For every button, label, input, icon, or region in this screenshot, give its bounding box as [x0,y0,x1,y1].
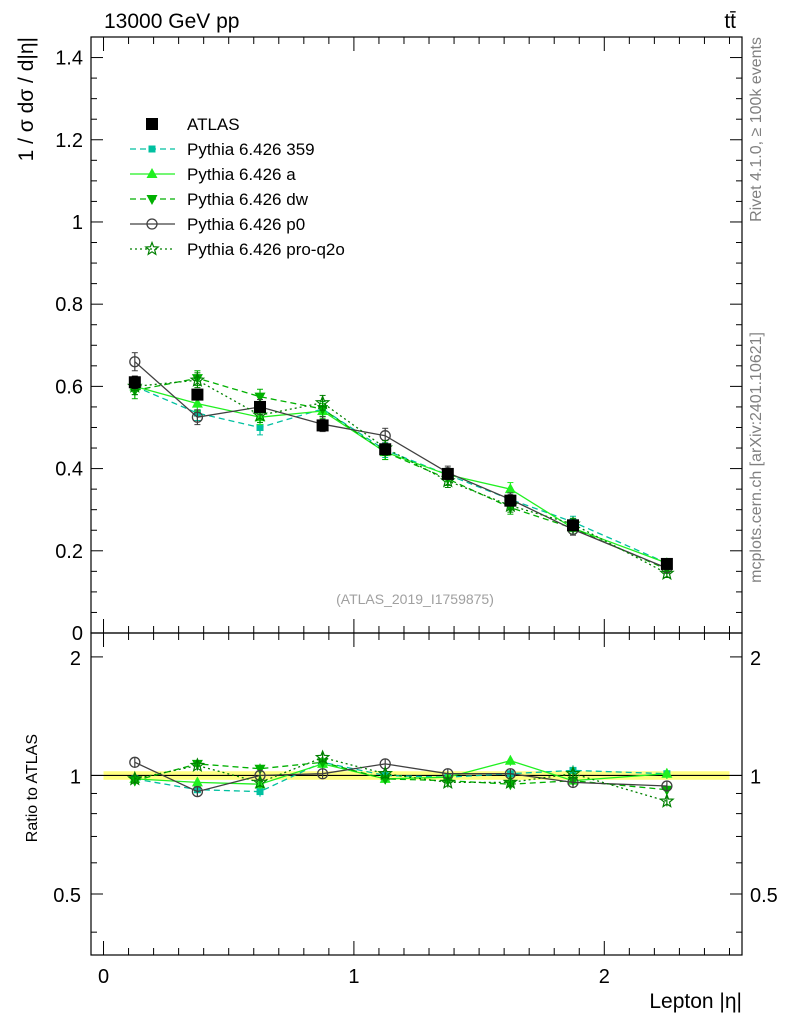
series-pyp0 [129,352,673,574]
ratio-point-pydw [379,774,391,785]
legend-marker-pyp0 [146,218,158,230]
data-point-atlas [379,443,392,456]
data-point-pya [191,397,203,408]
x-tick-label: 0 [98,966,109,988]
legend-entry-pya: Pythia 6.426 a [130,165,296,184]
ratio-y-tick-label-right: 0.5 [750,885,778,907]
series-line-py359 [134,385,668,564]
y-tick-label: 0 [72,623,83,645]
legend-entry-pydw: Pythia 6.426 dw [130,190,309,209]
legend-marker-py359 [148,145,156,153]
process-label: tt̄ [724,10,736,33]
data-point-pyp0 [129,356,141,368]
data-point-atlas [660,557,673,570]
x-tick-label: 1 [348,966,359,988]
series-line-pydw [134,377,668,570]
ratio-point-pyq2o [189,757,206,773]
ratio-point-pydw [254,764,266,775]
legend-label-pydw: Pythia 6.426 dw [187,190,309,209]
ratio-frame [90,632,743,956]
data-point-atlas [316,419,329,432]
legend-entry-pyq2o: Pythia 6.426 pro-q2o [130,240,345,259]
data-point-pydw [254,392,266,403]
series-pya [129,377,673,568]
data-point-pyp0 [191,411,204,423]
ratio-series-pyp0 [129,756,673,798]
main-y-axis-label: 1 / σ dσ / d|η| [15,37,38,161]
ratio-y-tick-label: 1 [70,766,81,788]
series-pyq2o [126,372,675,581]
energy-label: 13000 GeV pp [104,10,239,33]
legend-label-pya: Pythia 6.426 a [187,165,296,184]
data-point-pyq2o [314,394,331,410]
legend-label-pyp0: Pythia 6.426 p0 [187,215,305,234]
legend-entry-atlas: ATLAS [146,115,240,134]
ratio-point-pyq2o [252,774,268,790]
series-pydw [129,370,673,576]
legend-entry-py359: Pythia 6.426 359 [130,140,315,159]
data-point-pyq2o [659,565,675,581]
data-point-atlas [441,467,454,480]
ratio-y-tick-label-right: 1 [750,766,761,788]
ratio-point-pyp0 [191,785,204,798]
ratio-y-tick-label-right: 2 [750,648,761,670]
data-point-py359 [256,423,264,431]
main-panel: 0 0.2 0.4 0.6 0.8 1 1.2 1.4 (ATLAS_2019_I175987… [15,36,743,645]
ratio-point-pyp0 [661,780,673,792]
y-tick-label: 1.2 [55,130,83,152]
data-point-pyq2o [252,407,268,422]
ratio-y-axis-label: Ratio to ATLAS [24,734,41,842]
rivet-version-label: Rivet 4.1.0, ≥ 100k events [748,37,765,222]
y-tick-label: 0.2 [55,541,83,563]
legend: ATLAS Pythia 6.426 359 Pythia 6.426 a Pythi… [130,115,345,259]
y-tick-label: 0.6 [55,376,83,398]
y-tick-label: 0.4 [55,459,83,481]
ratio-point-pyq2o [502,774,519,790]
x-axis-label: Lepton |η| [649,990,742,1013]
ratio-point-pyq2o [377,765,393,781]
ratio-y-tick-label: 0.5 [53,885,81,907]
ratio-point-pyp0 [316,768,329,780]
ratio-y-tick-label: 2 [70,648,81,670]
y-tick-label: 1 [72,212,83,234]
data-point-pya [504,483,516,494]
ratio-point-pyq2o [127,770,143,786]
ratio-point-pyq2o [440,774,456,790]
data-point-atlas [566,519,579,532]
legend-entry-pyp0: Pythia 6.426 p0 [130,215,305,234]
series-line-pyq2o [134,379,668,574]
ratio-point-pyq2o [565,765,581,781]
series-line-pya [134,385,668,564]
data-point-atlas [191,388,204,401]
ratio-point-pya [504,754,516,765]
x-tick-label: 2 [599,966,610,988]
legend-label-pyq2o: Pythia 6.426 pro-q2o [187,240,345,259]
legend-label-atlas: ATLAS [187,115,240,134]
ratio-point-pyp0 [129,756,141,768]
series-line-pyp0 [134,361,668,569]
legend-marker-atlas [146,118,158,130]
ratio-panel: 0.5 0.5 1 1 2 2 0 1 2 Ratio to ATLAS [24,632,778,988]
analysis-id-label: (ATLAS_2019_I1759875) [336,591,494,607]
ratio-point-py359 [256,788,264,796]
y-tick-label: 1.4 [55,48,83,70]
series-atlas [128,375,673,570]
mcplots-label: mcplots.cern.ch [arXiv:2401.10621] [748,332,765,583]
ratio-series-pyq2o [127,749,675,808]
legend-label-py359: Pythia 6.426 359 [187,140,315,159]
y-tick-label: 0.8 [55,294,83,316]
legend-marker-pydw [146,195,158,205]
data-point-pyq2o [189,372,206,387]
ratio-point-pyq2o [314,749,331,765]
legend-marker-pyq2o [144,240,160,256]
ratio-line-py359 [134,761,667,793]
data-point-atlas [254,400,267,413]
ratio-point-pya [661,767,673,778]
data-point-atlas [128,376,141,389]
data-point-atlas [504,494,517,507]
legend-marker-pya [146,168,158,178]
ratio-point-pyq2o [659,793,675,808]
ratio-point-pya [191,776,203,787]
